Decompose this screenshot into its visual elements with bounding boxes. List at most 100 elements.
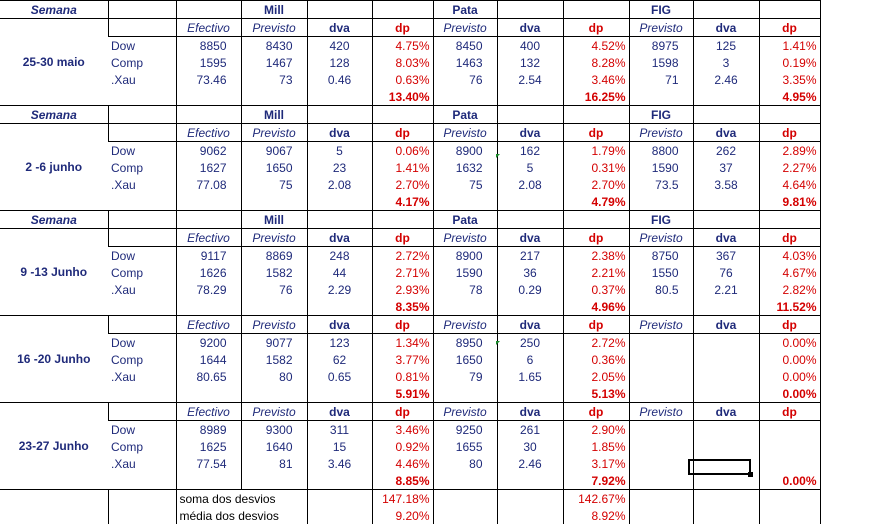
mill-previsto[interactable]: 1582 [240, 351, 307, 368]
mill-previsto[interactable]: 9077 [240, 333, 307, 351]
previsto-header[interactable]: Previsto [432, 228, 497, 247]
fig-dp[interactable]: 4.67% [758, 264, 821, 281]
group-header-pata[interactable]: Pata [432, 0, 497, 19]
efectivo-value[interactable]: 9117 [175, 246, 241, 264]
fig-total-dp[interactable]: 4.95% [758, 88, 821, 106]
dp-header[interactable]: dp [758, 315, 821, 334]
empty-cell[interactable] [628, 472, 693, 490]
fig-dp[interactable]: 2.82% [758, 281, 821, 298]
dva-header[interactable]: dva [692, 228, 759, 247]
fig-dp[interactable]: 0.00% [758, 333, 821, 351]
summary-pata[interactable]: 8.92% [562, 507, 629, 524]
dva-header[interactable]: dva [692, 18, 759, 37]
index-name[interactable]: Comp [111, 265, 144, 280]
empty-cell[interactable] [496, 105, 563, 124]
dp-header[interactable]: dp [562, 228, 629, 247]
pata-dp[interactable]: 8.28% [562, 54, 629, 71]
pata-previsto[interactable]: 1590 [432, 264, 497, 281]
empty-cell[interactable] [432, 298, 497, 316]
previsto-header[interactable]: Previsto [240, 123, 307, 142]
empty-cell[interactable] [306, 105, 372, 124]
efectivo-value[interactable]: 1644 [175, 351, 241, 368]
pata-dp[interactable]: 2.21% [562, 264, 629, 281]
pata-dp[interactable]: 2.05% [562, 368, 629, 385]
pata-dva[interactable]: 217 [496, 246, 563, 264]
index-name[interactable]: Dow [111, 335, 136, 350]
mill-previsto[interactable]: 81 [240, 455, 307, 472]
pata-dva[interactable]: 0.29 [496, 281, 563, 298]
mill-dp[interactable]: 4.75% [371, 36, 433, 54]
pata-dva[interactable]: 5 [496, 159, 563, 176]
mill-total-dp[interactable]: 5.91% [371, 385, 433, 403]
empty-cell[interactable] [371, 105, 433, 124]
empty-cell[interactable] [496, 193, 563, 211]
empty-cell[interactable] [628, 507, 693, 524]
empty-cell[interactable] [496, 489, 563, 507]
mill-dva[interactable]: 5 [306, 141, 372, 159]
mill-dp[interactable]: 3.77% [371, 351, 433, 368]
mill-dp[interactable]: 0.06% [371, 141, 433, 159]
pata-previsto[interactable]: 1655 [432, 438, 497, 455]
pata-previsto[interactable]: 76 [432, 71, 497, 88]
empty-cell[interactable] [692, 210, 759, 229]
pata-dp[interactable]: 1.85% [562, 438, 629, 455]
pata-previsto[interactable]: 79 [432, 368, 497, 385]
pata-previsto[interactable]: 1632 [432, 159, 497, 176]
fig-dva[interactable] [692, 333, 759, 351]
fig-dva[interactable]: 3 [692, 54, 759, 71]
mill-dp[interactable]: 2.70% [371, 176, 433, 193]
index-name[interactable]: Comp [111, 160, 144, 175]
fig-previsto[interactable]: 1550 [628, 264, 693, 281]
fig-dva[interactable] [692, 368, 759, 385]
index-name[interactable]: .Xau [111, 177, 136, 192]
mill-dva[interactable]: 3.46 [306, 455, 372, 472]
empty-cell[interactable] [175, 105, 241, 124]
fig-dp[interactable]: 1.41% [758, 36, 821, 54]
fig-previsto[interactable]: 73.5 [628, 176, 693, 193]
pata-dp[interactable]: 4.52% [562, 36, 629, 54]
previsto-header[interactable]: Previsto [432, 18, 497, 37]
index-name[interactable]: Dow [111, 422, 136, 437]
empty-cell[interactable] [175, 193, 241, 211]
semana-header[interactable]: Semana [0, 210, 108, 229]
empty-cell[interactable] [496, 0, 563, 19]
pata-previsto[interactable]: 75 [432, 176, 497, 193]
previsto-header[interactable]: Previsto [240, 228, 307, 247]
pata-dp[interactable]: 3.46% [562, 71, 629, 88]
pata-dp[interactable]: 1.79% [562, 141, 629, 159]
previsto-header[interactable]: Previsto [240, 18, 307, 37]
mill-dp[interactable]: 2.71% [371, 264, 433, 281]
pata-dp[interactable]: 3.17% [562, 455, 629, 472]
mill-dp[interactable]: 4.46% [371, 455, 433, 472]
mill-total-dp[interactable]: 4.17% [371, 193, 433, 211]
mill-previsto[interactable]: 75 [240, 176, 307, 193]
efectivo-value[interactable]: 77.54 [175, 455, 241, 472]
empty-cell[interactable] [306, 193, 372, 211]
fig-dva[interactable]: 2.21 [692, 281, 759, 298]
dp-header[interactable]: dp [758, 228, 821, 247]
fig-dva[interactable] [692, 351, 759, 368]
dp-header[interactable]: dp [371, 315, 433, 334]
empty-cell[interactable] [107, 228, 176, 247]
pata-dp[interactable]: 2.72% [562, 333, 629, 351]
group-header-mill[interactable]: Mill [240, 105, 307, 124]
index-name[interactable]: Dow [111, 143, 136, 158]
efectivo-value[interactable]: 73.46 [175, 71, 241, 88]
mill-dva[interactable]: 0.46 [306, 71, 372, 88]
fig-previsto[interactable]: 1598 [628, 54, 693, 71]
empty-cell[interactable] [0, 490, 108, 508]
week-label[interactable]: 2 -6 junho [0, 123, 108, 211]
empty-cell[interactable] [758, 105, 821, 124]
week-label[interactable]: 23-27 Junho [0, 402, 108, 490]
fig-dva[interactable]: 37 [692, 159, 759, 176]
pata-dva[interactable]: 2.54 [496, 71, 563, 88]
mill-dp[interactable]: 0.81% [371, 368, 433, 385]
pata-dva[interactable]: 36 [496, 264, 563, 281]
empty-cell[interactable] [692, 385, 759, 403]
empty-cell[interactable] [107, 402, 176, 421]
dva-header[interactable]: dva [496, 402, 563, 421]
dp-header[interactable]: dp [758, 402, 821, 421]
previsto-header[interactable]: Previsto [432, 315, 497, 334]
mill-dva[interactable]: 0.65 [306, 368, 372, 385]
empty-cell[interactable] [496, 507, 563, 524]
